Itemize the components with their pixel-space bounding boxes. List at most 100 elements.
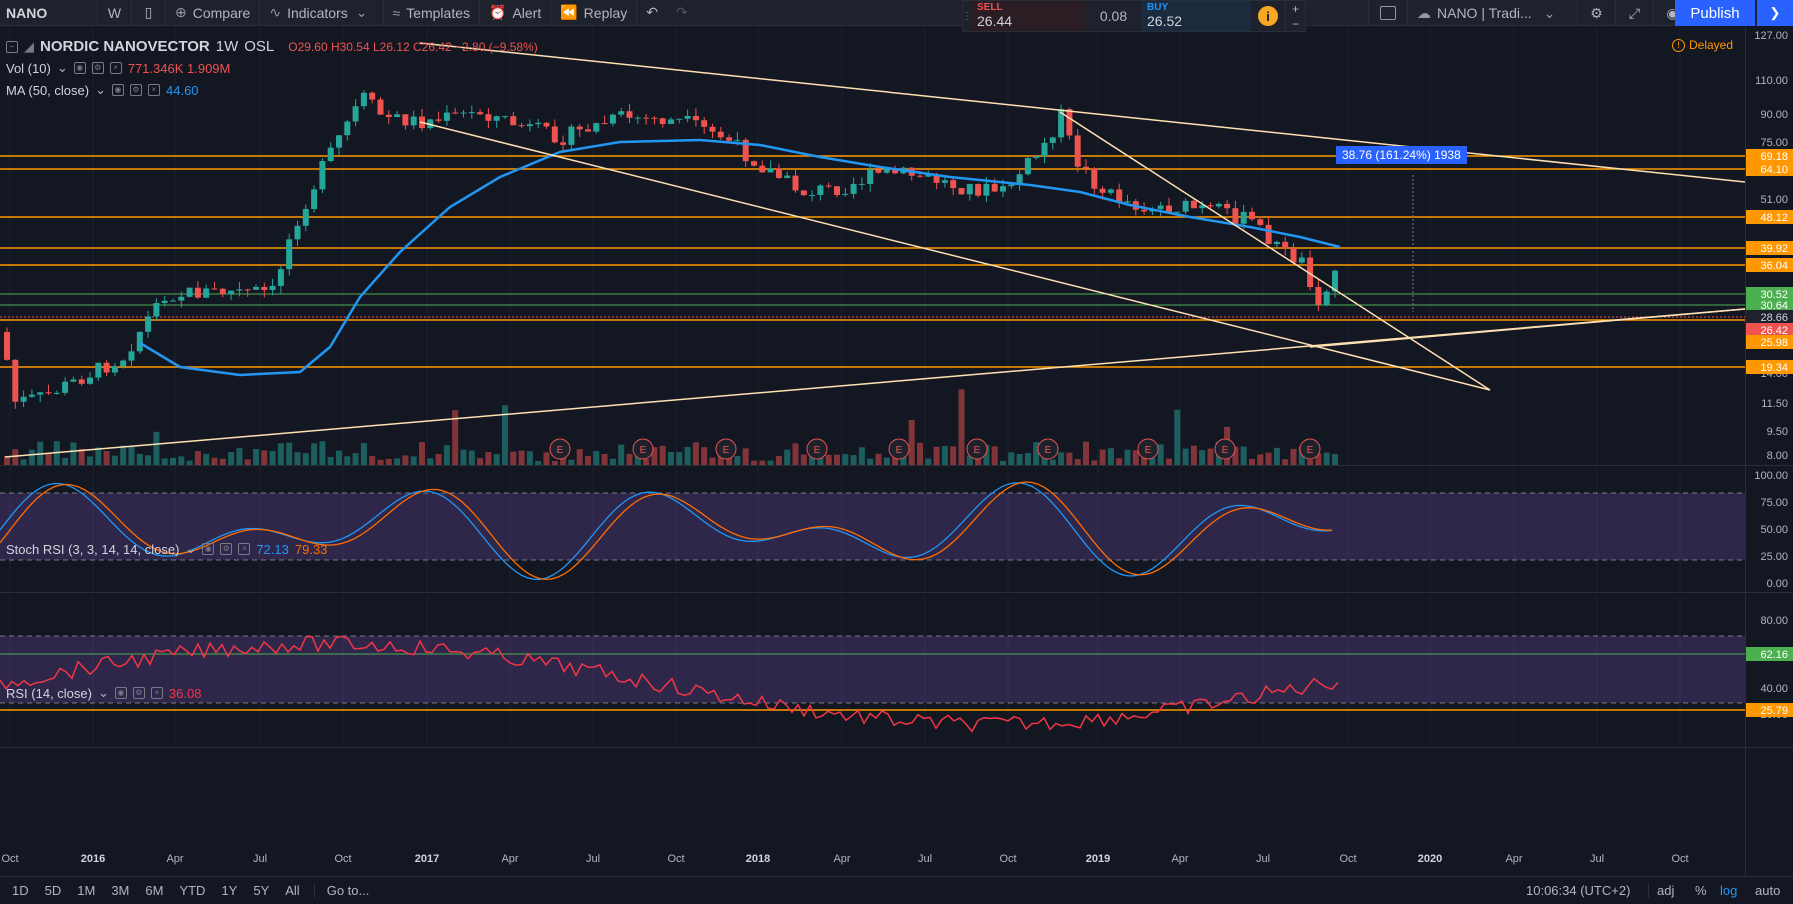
close-icon[interactable]: × (148, 84, 160, 96)
earnings-marker-label: E (1307, 445, 1314, 456)
replay-button[interactable]: ⏪ Replay (551, 0, 638, 26)
ma-value: 44.60 (166, 82, 199, 98)
price-label-bg (1746, 162, 1793, 176)
close-icon[interactable]: × (109, 62, 122, 74)
range-6m[interactable]: 6M (145, 883, 164, 898)
minus-icon[interactable]: − (1291, 16, 1299, 31)
range-5y[interactable]: 5Y (253, 883, 270, 898)
range-1d[interactable]: 1D (12, 883, 29, 898)
earnings-marker (549, 438, 571, 460)
eye-icon[interactable]: ◉ (73, 62, 86, 74)
volume-bar (709, 457, 716, 465)
auto-toggle[interactable]: auto (1755, 883, 1781, 898)
candle-body (518, 125, 525, 127)
candle-body (510, 116, 517, 126)
publish-dropdown-button[interactable]: ❯ (1757, 0, 1793, 26)
trend-line (419, 121, 1491, 391)
volume-bar (311, 443, 318, 465)
chart-canvas[interactable]: EEEEEEEEEE127.00110.0090.0075.0051.0033.… (0, 27, 1793, 877)
adj-toggle[interactable]: adj (1648, 883, 1682, 898)
chevron-down-icon[interactable]: ⌄ (56, 60, 68, 75)
percent-toggle[interactable]: % (1695, 883, 1707, 898)
volume-bar (1058, 452, 1065, 465)
volume-bar (394, 458, 401, 465)
sell-button[interactable]: SELL 26.44 (971, 1, 1086, 31)
drag-handle-icon[interactable]: ⋮ (962, 10, 972, 22)
main-series-legend: − ◢ NORDIC NANOVECTOR 1W OSL O29.60 H30.… (6, 38, 538, 55)
series-exchange[interactable]: OSL (244, 38, 275, 55)
price-axis-tick: 8.00 (1767, 450, 1788, 462)
gear-icon[interactable]: ⚙ (91, 62, 104, 74)
chevron-down-icon[interactable]: ⌄ (97, 685, 109, 700)
chart-type-button[interactable]: ▯ (132, 0, 166, 26)
volume-bar (427, 458, 434, 465)
buy-button[interactable]: BUY 26.52 (1141, 1, 1251, 31)
compare-button[interactable]: ⊕ Compare (166, 0, 261, 26)
stoch-title: Stoch RSI (3, 3, 14, 14, close) (6, 541, 180, 557)
info-button[interactable]: i (1251, 1, 1285, 31)
gear-icon[interactable]: ⚙ (130, 84, 142, 96)
redo-button[interactable]: ↷ (667, 0, 697, 26)
delayed-badge[interactable]: ! Delayed (1672, 38, 1733, 52)
log-toggle[interactable]: log (1720, 883, 1738, 898)
rsi-axis-tick: 80.00 (1760, 615, 1788, 627)
templates-button[interactable]: ≈ Templates (384, 0, 480, 26)
plus-icon[interactable]: + (1291, 1, 1299, 16)
volume-bar (1049, 459, 1056, 465)
fullscreen-button[interactable]: ⤢ (1616, 0, 1654, 26)
candle-body (228, 290, 235, 294)
price-axis-tick: 11.50 (1761, 398, 1788, 410)
volume-bar (991, 446, 998, 465)
range-3m[interactable]: 3M (111, 883, 130, 898)
range-all[interactable]: All (285, 883, 300, 898)
candle-body (170, 300, 176, 302)
sell-price: 26.44 (977, 13, 1013, 29)
collapse-icon[interactable]: − (6, 40, 18, 53)
select-layout-button[interactable] (1368, 0, 1408, 26)
undo-button[interactable]: ↶ (637, 0, 667, 26)
volume-bar (28, 449, 35, 465)
volume-bar (601, 453, 608, 465)
volume-bar (626, 453, 633, 465)
settings-button[interactable]: ⚙ (1578, 0, 1616, 26)
trend-line (1309, 308, 1746, 348)
interval-button[interactable]: W (98, 0, 132, 26)
candle-body (1049, 137, 1056, 143)
info-icon: i (1258, 6, 1278, 26)
range-ytd[interactable]: YTD (179, 883, 206, 898)
earnings-marker (1137, 438, 1159, 460)
candle-body (236, 289, 243, 291)
goto-button[interactable]: Go to... (313, 883, 378, 898)
time-axis-label: Oct (999, 853, 1016, 865)
chevron-down-icon[interactable]: ⌄ (95, 82, 106, 97)
eye-icon[interactable]: ◉ (114, 687, 127, 699)
candle-body (601, 123, 608, 125)
volume-bar (128, 446, 135, 465)
candle-body (4, 332, 10, 360)
volume-bar (1033, 442, 1040, 465)
eye-icon[interactable]: ◉ (202, 543, 215, 555)
publish-button[interactable]: Publish (1675, 0, 1755, 26)
gear-icon[interactable]: ⚙ (132, 687, 145, 699)
volume-bar (543, 452, 550, 465)
time-axis-label: Jul (1256, 853, 1270, 865)
quantity-stepper[interactable]: + − (1285, 1, 1305, 31)
candle-body (701, 120, 708, 127)
range-1m[interactable]: 1M (77, 883, 96, 898)
candle-body (858, 183, 865, 185)
layout-name-button[interactable]: ☁ NANO | Tradi... ⌄ (1408, 0, 1578, 26)
close-icon[interactable]: × (238, 543, 251, 555)
chart-area[interactable]: EEEEEEEEEE127.00110.0090.0075.0051.0033.… (0, 27, 1793, 877)
range-5d[interactable]: 5D (44, 883, 62, 898)
close-icon[interactable]: × (150, 687, 163, 699)
range-1y[interactable]: 1Y (221, 883, 238, 898)
alert-button[interactable]: ⏰ Alert (480, 0, 552, 26)
earnings-marker-label: E (1222, 445, 1229, 456)
cloud-icon: ☁ (1417, 4, 1431, 21)
eye-icon[interactable]: ◉ (112, 84, 124, 96)
chevron-down-icon[interactable]: ⌄ (185, 541, 197, 556)
gear-icon[interactable]: ⚙ (220, 543, 233, 555)
indicators-button[interactable]: ∿ Indicators ⌄ (260, 0, 384, 26)
stoch-rsi-legend: Stoch RSI (3, 3, 14, 14, close) ⌄ ◉ ⚙ × … (6, 541, 327, 557)
symbol-search[interactable]: NANO (0, 0, 98, 26)
